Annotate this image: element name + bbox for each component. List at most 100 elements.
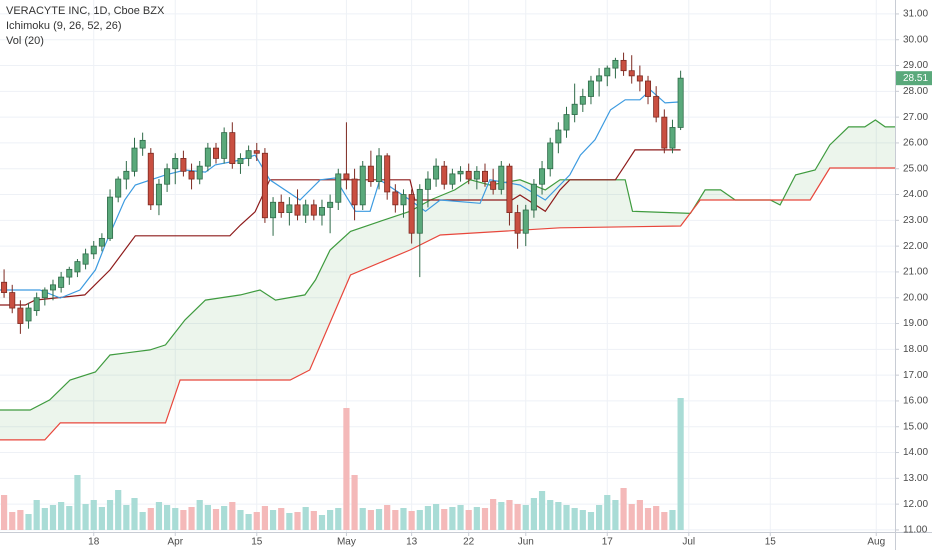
- candle-body: [376, 155, 383, 183]
- ichimoku-cloud: [0, 120, 895, 440]
- x-tick-label: Jul: [682, 537, 695, 548]
- candle-body: [164, 168, 171, 185]
- volume-bar: [286, 513, 293, 530]
- x-tick-label: 18: [88, 537, 100, 548]
- volume-bar: [302, 507, 309, 530]
- volume-bar: [351, 475, 358, 530]
- volume-bar: [98, 507, 105, 530]
- y-tick-label: 23.00: [903, 215, 928, 226]
- y-tick-label: 31.00: [903, 9, 928, 20]
- candle-body: [98, 237, 105, 247]
- candle-body: [294, 204, 301, 216]
- volume-bar: [41, 508, 48, 530]
- y-tick-label: 12.00: [903, 499, 928, 510]
- volume-bar: [384, 505, 391, 530]
- candle-body: [188, 170, 195, 180]
- candle-body: [653, 96, 660, 118]
- volume-bar: [221, 506, 228, 530]
- candle-body: [229, 132, 236, 164]
- candle-body: [571, 103, 578, 115]
- candle-body: [123, 170, 130, 180]
- volume-bar: [620, 488, 627, 530]
- candle-body: [514, 212, 521, 234]
- volume-bar: [90, 500, 97, 530]
- candle-body: [147, 152, 154, 206]
- x-tick-label: Jun: [518, 537, 534, 548]
- candle-body: [433, 165, 440, 180]
- volume-bar: [359, 508, 366, 530]
- volume-bar: [327, 510, 334, 530]
- candle-body: [530, 183, 537, 211]
- volume-bar: [579, 510, 586, 530]
- y-tick-label: 18.00: [903, 344, 928, 355]
- y-tick-label: 24.00: [903, 189, 928, 200]
- candle-body: [555, 129, 562, 144]
- price-axis-bg: [895, 0, 932, 550]
- indicator-label: Ichimoku (9, 26, 52, 26): [6, 20, 122, 32]
- candle-body: [155, 183, 162, 206]
- candle-body: [270, 201, 277, 219]
- volume-bar: [644, 508, 652, 530]
- volume-bar: [278, 508, 285, 530]
- candle-body: [49, 284, 56, 291]
- candle-body: [58, 276, 65, 288]
- volume-bar: [49, 505, 57, 530]
- volume-bar: [677, 398, 684, 530]
- candle-body: [636, 75, 643, 82]
- volume-bar: [131, 498, 138, 530]
- volume-bar: [571, 508, 578, 530]
- volume-bar: [473, 507, 480, 530]
- candle-body: [221, 132, 228, 159]
- volume-bar: [547, 500, 554, 530]
- x-tick-label: 17: [602, 537, 614, 548]
- leading-span-a: [0, 119, 895, 411]
- x-tick-label: 22: [463, 537, 475, 548]
- time-axis-bg: [0, 532, 932, 550]
- candle-body: [82, 253, 89, 265]
- volume-bar: [661, 512, 668, 530]
- volume-bar: [155, 502, 163, 530]
- volume-bar: [82, 504, 89, 530]
- legend: VERACYTE INC, 1D, Cboe BZX Ichimoku (9, …: [6, 5, 165, 47]
- candle-body: [253, 150, 260, 154]
- volume-bar: [628, 504, 635, 530]
- volume-bar: [17, 510, 24, 530]
- candle-body: [408, 194, 415, 234]
- candle-body: [628, 70, 635, 77]
- candle-body: [302, 204, 309, 216]
- volume-bar: [375, 509, 383, 530]
- volume-bar: [498, 502, 505, 530]
- candle-body: [286, 204, 293, 213]
- candle-layer: [1, 52, 684, 334]
- candle-body: [237, 158, 244, 164]
- volume-bar: [66, 506, 73, 530]
- volume-bar: [481, 508, 489, 530]
- volume-bar: [604, 495, 611, 530]
- volume-layer: [0, 398, 684, 530]
- candle-body: [310, 204, 317, 216]
- y-tick-label: 11.00: [903, 525, 928, 536]
- candle-body: [17, 307, 24, 324]
- candle-body: [318, 207, 325, 216]
- candle-body: [441, 165, 448, 185]
- volume-bar: [400, 508, 407, 530]
- leading-span-b: [0, 167, 895, 441]
- candle-body: [669, 127, 676, 149]
- volume-bar: [457, 505, 464, 530]
- volume-bar: [432, 504, 440, 530]
- y-tick-label: 28.00: [903, 86, 928, 97]
- x-tick-label: 13: [406, 537, 418, 548]
- volume-bar: [33, 500, 40, 530]
- volume-bar: [58, 502, 65, 530]
- candle-body: [343, 173, 350, 180]
- volume-bar: [343, 408, 350, 530]
- volume-bar: [416, 510, 423, 530]
- candle-body: [335, 173, 342, 203]
- volume-bar: [310, 511, 317, 530]
- candle-body: [498, 165, 505, 190]
- candle-body: [596, 75, 603, 82]
- volume-bar: [449, 507, 456, 530]
- y-tick-label: 30.00: [903, 34, 928, 45]
- volume-bar: [229, 502, 236, 530]
